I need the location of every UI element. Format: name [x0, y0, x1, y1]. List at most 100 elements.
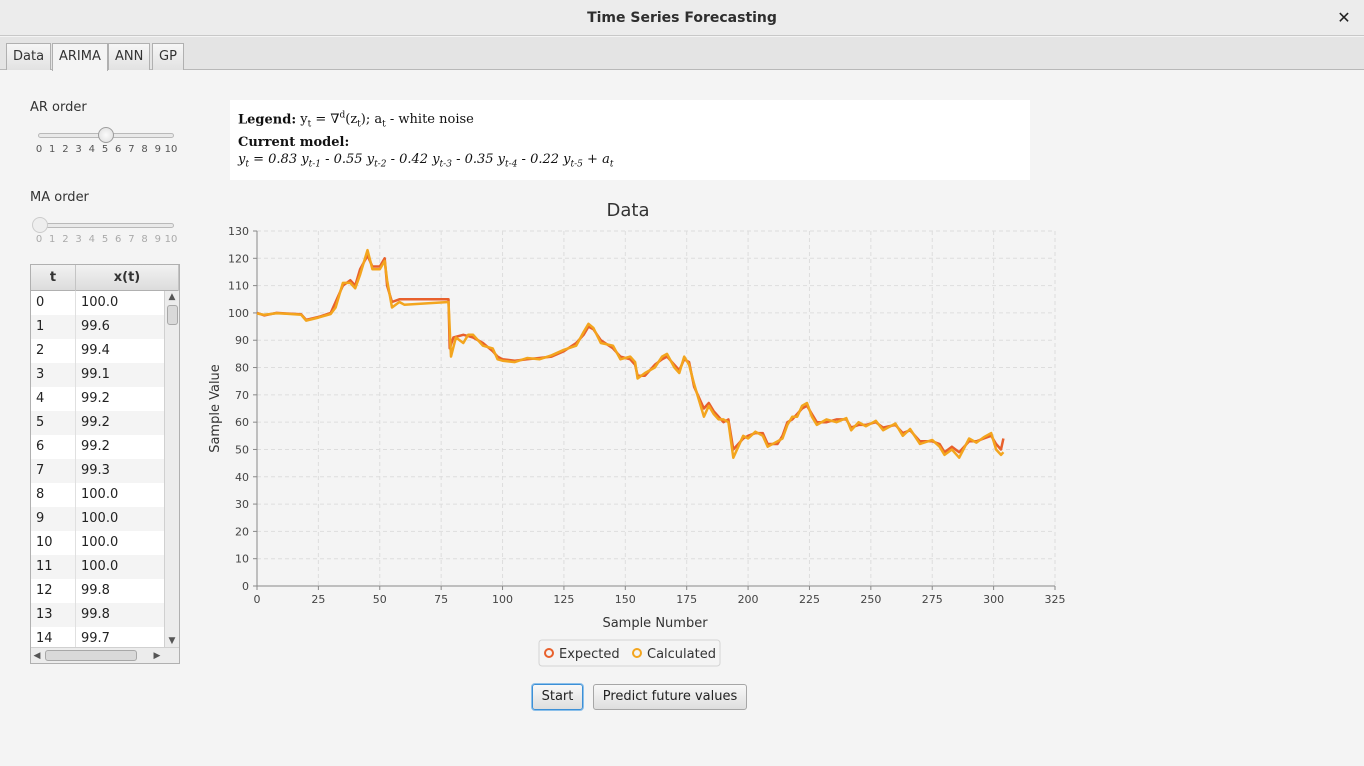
cell-t: 1 [36, 319, 45, 334]
slider-tick-label: 0 [35, 144, 43, 155]
cell-xt: 99.8 [81, 583, 110, 598]
slider-tick-label: 5 [101, 144, 109, 155]
cell-xt: 99.3 [81, 463, 110, 478]
window-title: Time Series Forecasting [587, 10, 777, 26]
legend-box [538, 639, 721, 667]
y-tick-label: 30 [235, 498, 249, 511]
cell-t: 8 [36, 487, 45, 502]
y-tick-label: 20 [235, 525, 249, 538]
y-tick-label: 60 [235, 416, 249, 429]
cell-xt: 100.0 [81, 511, 119, 526]
cell-t: 0 [36, 295, 45, 310]
close-icon[interactable]: ✕ [1337, 8, 1351, 27]
table-row[interactable]: 8 100.0 [31, 483, 164, 507]
table-row[interactable]: 13 99.8 [31, 603, 164, 627]
table-row[interactable]: 1 99.6 [31, 315, 164, 339]
table-row[interactable]: 4 99.2 [31, 387, 164, 411]
slider-tick-label: 7 [128, 144, 135, 155]
x-axis-label: Sample Number [602, 616, 708, 631]
plot-area [257, 231, 1055, 586]
cell-xt: 99.4 [81, 343, 110, 358]
cell-xt: 99.1 [81, 367, 110, 382]
data-table[interactable]: t x(t) 0 100.0 1 99.6 2 99.4 3 99.1 4 99.2 5 99.2 6 9… [30, 264, 180, 664]
slider-tick-label: 5 [101, 234, 109, 245]
legend-label-calculated: Calculated [647, 647, 716, 662]
y-tick-label: 130 [228, 225, 249, 238]
scroll-down-icon[interactable]: ▼ [168, 636, 176, 646]
table-row[interactable]: 2 99.4 [31, 339, 164, 363]
model-equation: yt = 0.83 yt-1 - 0.55 yt-2 - 0.42 yt-3 -… [238, 151, 614, 170]
x-tick-label: 275 [922, 593, 943, 606]
tab-arima[interactable]: ARIMA [52, 43, 108, 71]
slider-thumb[interactable] [98, 127, 114, 143]
cell-xt: 100.0 [81, 295, 119, 310]
slider-thumb[interactable] [32, 217, 48, 233]
table-row[interactable]: 5 99.2 [31, 411, 164, 435]
cell-xt: 99.2 [81, 439, 110, 454]
column-header-t[interactable]: t [31, 265, 76, 291]
x-tick-label: 150 [615, 593, 636, 606]
cell-t: 13 [36, 607, 53, 622]
tab-gp[interactable]: GP [152, 43, 184, 70]
scroll-up-icon[interactable]: ▲ [168, 292, 176, 302]
cell-t: 3 [36, 367, 45, 382]
y-tick-label: 120 [228, 252, 249, 265]
cell-t: 9 [36, 511, 45, 526]
slider-tick-label: 1 [49, 144, 56, 155]
scrollbar-thumb[interactable] [45, 650, 137, 661]
legend-text: yt = ∇d(zt); at - white noise [300, 111, 474, 130]
table-row[interactable]: 12 99.8 [31, 579, 164, 603]
scrollbar-thumb[interactable] [167, 305, 178, 325]
scroll-right-icon[interactable]: ▶ [153, 651, 161, 661]
ma-order-slider[interactable]: 0 1 2 3 4 5 6 7 8 9 10 [32, 217, 177, 249]
cell-t: 11 [36, 559, 53, 574]
scroll-left-icon[interactable]: ◀ [33, 651, 41, 661]
y-axis-label: Sample Value [208, 364, 223, 453]
y-tick-label: 90 [235, 334, 249, 347]
table-row[interactable]: 11 100.0 [31, 555, 164, 579]
y-tick-label: 80 [235, 362, 249, 375]
ar-order-label: AR order [30, 100, 87, 115]
x-tick-label: 25 [311, 593, 325, 606]
predict-future-values-button[interactable]: Predict future values [593, 684, 747, 710]
chart-svg: 0 25 50 75 100 125 150 175 200 225 250 275 300 325 0 10… [208, 200, 1066, 667]
y-tick-label: 10 [235, 553, 249, 566]
slider-tick-label: 6 [115, 144, 122, 155]
cell-xt: 99.2 [81, 391, 110, 406]
slider-tick-label: 10 [164, 144, 178, 155]
horizontal-scrollbar[interactable]: ◀ ▶ [31, 647, 179, 663]
slider-tick-label: 1 [49, 234, 56, 245]
x-tick-label: 100 [492, 593, 513, 606]
x-tick-label: 300 [983, 593, 1004, 606]
x-tick-label: 50 [373, 593, 387, 606]
cell-xt: 99.8 [81, 607, 110, 622]
table-header: t x(t) [31, 265, 179, 291]
table-row[interactable]: 3 99.1 [31, 363, 164, 387]
y-tick-label: 70 [235, 389, 249, 402]
legend-marker-expected [544, 648, 554, 658]
cell-t: 6 [36, 439, 45, 454]
legend-label-expected: Expected [559, 647, 620, 662]
column-header-xt[interactable]: x(t) [76, 265, 179, 291]
tab-ann[interactable]: ANN [108, 43, 151, 70]
tab-data[interactable]: Data [6, 43, 52, 70]
slider-tick-label: 8 [141, 234, 148, 245]
cell-xt: 100.0 [81, 559, 119, 574]
y-tick-label: 100 [228, 307, 249, 320]
table-row[interactable]: 7 99.3 [31, 459, 164, 483]
slider-tick-label: 0 [35, 234, 43, 245]
start-button[interactable]: Start [532, 684, 583, 710]
cell-t: 12 [36, 583, 53, 598]
slider-tick-label: 3 [75, 144, 82, 155]
table-row[interactable]: 0 100.0 [31, 291, 164, 315]
table-row[interactable]: 10 100.0 [31, 531, 164, 555]
vertical-scrollbar[interactable]: ▲ ▼ [164, 291, 179, 647]
table-row[interactable]: 14 99.7 [31, 627, 164, 647]
cell-t: 14 [36, 631, 53, 646]
cell-xt: 99.7 [81, 631, 110, 646]
table-row[interactable]: 9 100.0 [31, 507, 164, 531]
x-tick-label: 175 [676, 593, 697, 606]
x-tick-label: 225 [799, 593, 820, 606]
ar-order-slider[interactable]: 0 1 2 3 4 5 6 7 8 9 10 [34, 127, 178, 159]
table-row[interactable]: 6 99.2 [31, 435, 164, 459]
